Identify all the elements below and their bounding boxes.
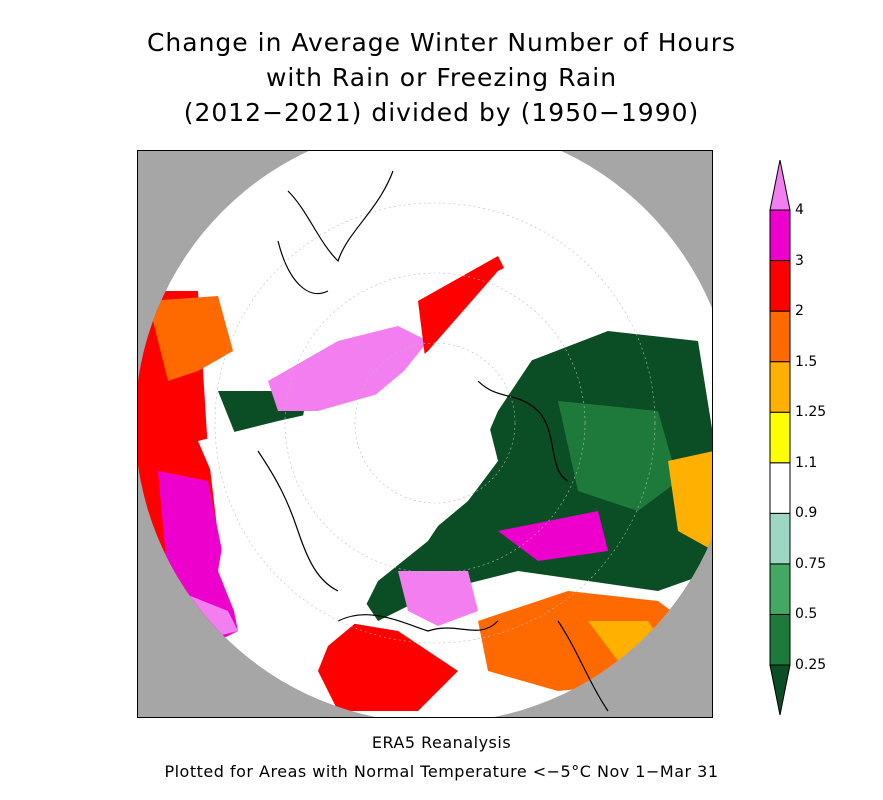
colorbar-tick-label: 1.25 (795, 404, 827, 421)
colorbar-tick-label: 3 (795, 252, 804, 269)
region-se-red (318, 621, 458, 711)
region-east-edge-orange (668, 451, 712, 551)
region-se-pink (398, 571, 478, 626)
colorbar-tick-label: 0.5 (795, 606, 818, 623)
title-line-1: Change in Average Winter Number of Hours (146, 28, 737, 57)
coastlines (257, 170, 609, 712)
region-e-pink (498, 511, 608, 561)
region-east-green (358, 331, 712, 621)
colorbar-tick-label: 4 (795, 202, 804, 218)
region-west-magenta (158, 471, 238, 651)
map-canvas (138, 151, 712, 717)
colorbar (760, 159, 880, 720)
colorbar-bin-5 (769, 411, 791, 464)
region-west-orange (148, 296, 233, 381)
colorbar-bin-0 (769, 664, 791, 716)
colorbar-bin-1 (769, 613, 791, 666)
title-line-2: with Rain or Freezing Rain (265, 63, 618, 92)
colorbar-tick-label: 1.5 (795, 353, 818, 370)
colorbar-tick-label: 1.1 (795, 454, 818, 471)
colorbar-tick-label: 0.25 (795, 657, 827, 673)
polar-map (137, 150, 713, 718)
graticule (214, 202, 656, 644)
colorbar-bin-10 (769, 159, 791, 211)
colorbar-svg (769, 159, 791, 716)
colorbar-bin-3 (769, 512, 791, 565)
region-east-mid (558, 401, 678, 511)
title-line-3: (2012−2021) divided by (1950−1990) (183, 98, 700, 127)
colorbar-bin-6 (769, 361, 791, 413)
colorbar-tick-label: 2 (795, 303, 804, 320)
colorbar-tick-label: 0.9 (795, 505, 818, 522)
colorbar-bin-2 (769, 563, 791, 615)
region-arctic-white (198, 241, 608, 671)
colorbar-bin-8 (769, 260, 791, 312)
colorbar-bin-9 (769, 209, 791, 262)
colorbar-bin-7 (769, 310, 791, 363)
colorbar-tick-label: 0.75 (795, 555, 827, 572)
colorbar-bin-4 (769, 462, 791, 514)
footer-line-1: ERA5 Reanalysis (371, 733, 512, 752)
footer-line-2: Plotted for Areas with Normal Temperatur… (164, 762, 719, 781)
